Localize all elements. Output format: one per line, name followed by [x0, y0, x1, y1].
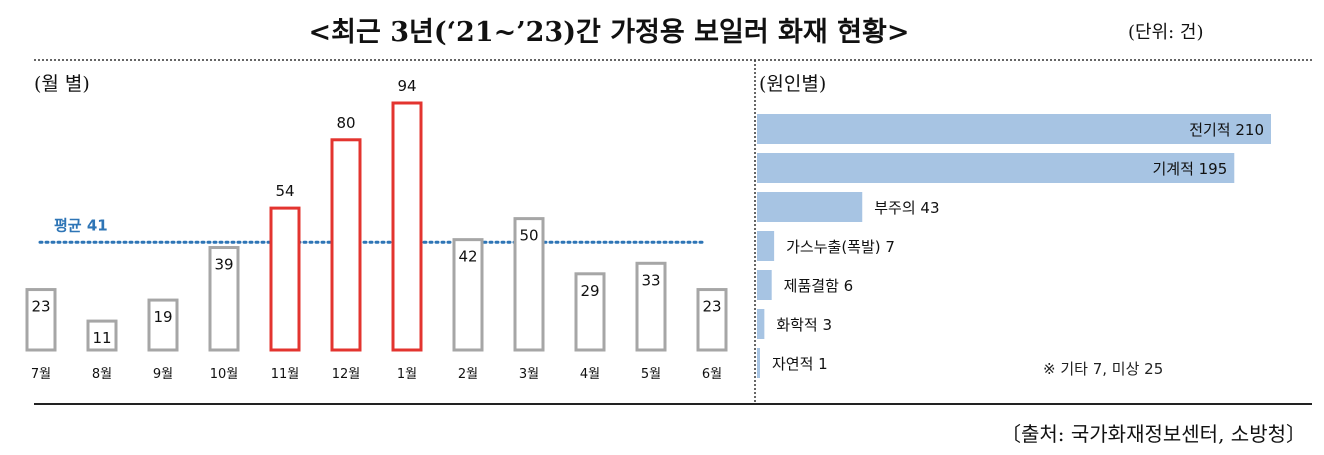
month-bar — [574, 272, 606, 352]
month-tick-label: 3월 — [519, 367, 539, 382]
month-bar — [391, 101, 423, 352]
cause-bar — [757, 153, 1235, 183]
cause-bar-label: 제품결함 6 — [784, 277, 854, 295]
cause-bar-label: 전기적 210 — [1189, 121, 1264, 139]
month-bar — [269, 206, 301, 352]
monthly-bar-group: 평균 41 23 7월 11 8월 19 9월 39 10월 54 11월 80 12월 94 1월 42 2월… — [25, 77, 728, 382]
month-tick-label: 9월 — [153, 367, 173, 382]
month-value-label: 94 — [397, 77, 416, 95]
month-tick-label: 2월 — [458, 367, 478, 382]
month-tick-label: 1월 — [397, 367, 417, 382]
cause-panel-title: (원인별) — [759, 73, 826, 95]
cause-bar — [757, 270, 772, 300]
source-note: 〔출처: 국가화재정보센터, 소방청〕 — [1000, 422, 1306, 446]
month-bar — [513, 217, 545, 352]
month-value-label: 50 — [519, 227, 538, 245]
month-tick-label: 11월 — [271, 367, 300, 382]
cause-bar-group: 전기적 210 기계적 195 부주의 43 가스누출(폭발) 7 제품결함 6 화학적 … — [757, 114, 1271, 378]
cause-bar — [757, 114, 1271, 144]
month-value-label: 23 — [31, 298, 50, 316]
cause-bar — [757, 231, 775, 261]
unit-label: (단위: 건) — [1128, 22, 1204, 43]
month-value-label: 29 — [580, 282, 599, 300]
month-value-label: 33 — [641, 271, 660, 289]
cause-bar — [757, 309, 765, 339]
month-value-label: 80 — [336, 114, 355, 132]
month-value-label: 23 — [702, 298, 721, 316]
cause-note: ※ 기타 7, 미상 25 — [1043, 360, 1163, 378]
month-bar — [330, 138, 362, 352]
cause-bar-label: 화학적 3 — [776, 316, 832, 334]
month-tick-label: 6월 — [702, 367, 722, 382]
month-value-label: 42 — [458, 248, 477, 266]
month-bar — [25, 288, 57, 352]
average-label: 평균 41 — [54, 216, 108, 234]
month-tick-label: 5월 — [641, 367, 661, 382]
month-tick-label: 12월 — [332, 367, 361, 382]
monthly-panel-title: (월 별) — [34, 73, 90, 95]
cause-bar-label: 기계적 195 — [1152, 160, 1227, 178]
month-bar — [452, 238, 484, 352]
month-value-label: 11 — [92, 329, 111, 347]
month-bar — [147, 298, 179, 352]
month-bar — [696, 288, 728, 352]
month-bar — [208, 246, 240, 352]
chart-title: <최근 3년(‘21~’23)간 가정용 보일러 화재 현황> — [308, 17, 910, 48]
month-value-label: 39 — [214, 256, 233, 274]
month-tick-label: 8월 — [92, 367, 112, 382]
month-tick-label: 7월 — [31, 367, 51, 382]
month-value-label: 19 — [153, 308, 172, 326]
month-bar — [635, 261, 667, 352]
cause-bar-label: 부주의 43 — [874, 199, 939, 217]
cause-bar-label: 가스누출(폭발) 7 — [786, 238, 895, 256]
month-value-label: 54 — [275, 182, 294, 200]
cause-bar-label: 자연적 1 — [772, 355, 828, 373]
month-tick-label: 10월 — [210, 367, 239, 382]
cause-bar — [757, 348, 760, 378]
cause-bar — [757, 192, 863, 222]
month-tick-label: 4월 — [580, 367, 600, 382]
month-bar — [86, 319, 118, 352]
